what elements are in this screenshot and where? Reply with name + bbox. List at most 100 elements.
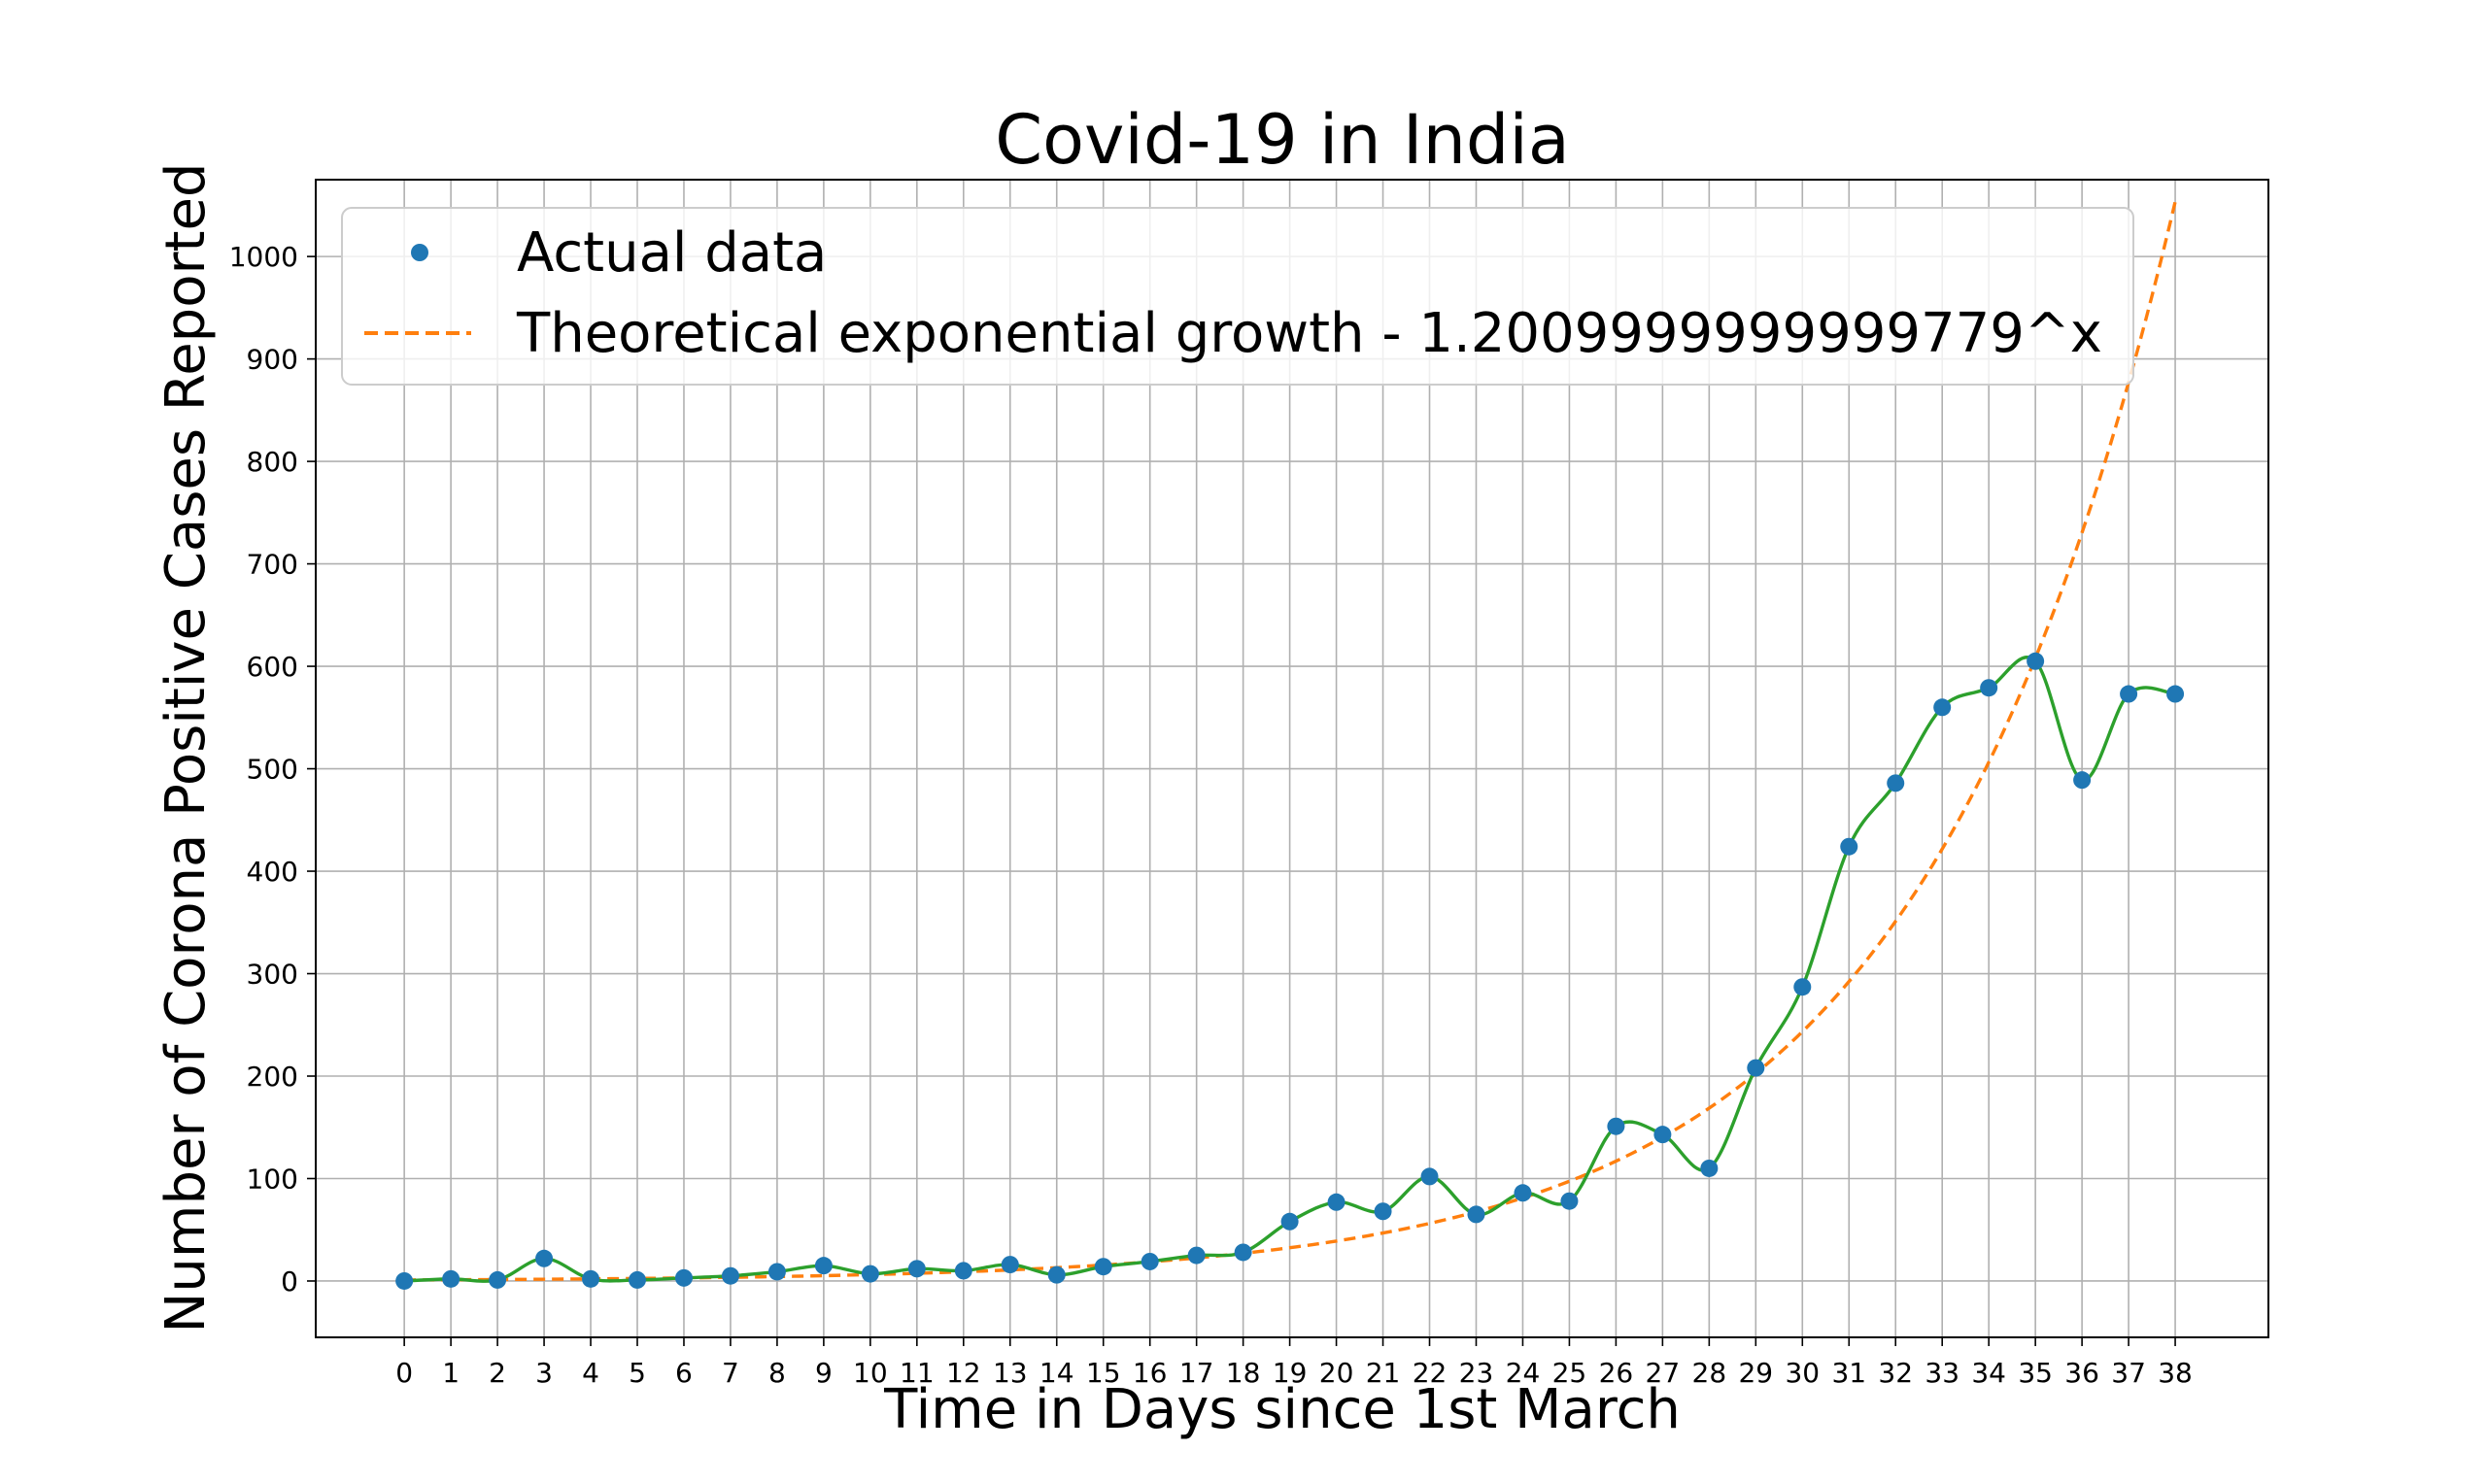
y-tick-label: 500: [247, 754, 298, 786]
data-point: [1840, 837, 1858, 856]
x-tick-label: 3: [535, 1357, 553, 1389]
data-point: [1747, 1059, 1765, 1077]
data-point: [1047, 1265, 1066, 1284]
x-tick-label: 12: [946, 1357, 981, 1389]
x-tick-label: 1: [442, 1357, 460, 1389]
legend-box: [341, 207, 2134, 386]
x-tick-label: 6: [675, 1357, 693, 1389]
data-point: [1280, 1212, 1299, 1231]
x-tick-label: 24: [1506, 1357, 1541, 1389]
y-tick-label: 300: [247, 959, 298, 991]
x-tick-label: 36: [2064, 1357, 2099, 1389]
data-point: [1607, 1117, 1625, 1135]
data-point: [535, 1249, 554, 1267]
y-tick-label: 100: [247, 1163, 298, 1195]
data-point: [861, 1265, 879, 1283]
y-tick-label: 400: [247, 856, 298, 888]
data-point: [2120, 685, 2138, 703]
data-point: [395, 1271, 414, 1290]
exponential-growth-line: [404, 201, 2177, 1282]
legend-label-theoretical: Theoretical exponential growth - 1.20099…: [516, 302, 2102, 365]
x-tick-label: 20: [1319, 1357, 1354, 1389]
x-tick-label: 27: [1646, 1357, 1681, 1389]
x-tick-label: 32: [1878, 1357, 1913, 1389]
data-point: [629, 1270, 646, 1289]
data-point: [442, 1269, 460, 1288]
data-point: [1980, 679, 1998, 697]
x-tick-label: 21: [1366, 1357, 1401, 1389]
x-tick-label: 2: [489, 1357, 506, 1389]
legend: Actual data Theoretical exponential grow…: [341, 207, 2134, 386]
data-point: [489, 1270, 507, 1289]
x-tick-label: 28: [1692, 1357, 1727, 1389]
x-tick-label: 11: [900, 1357, 935, 1389]
x-tick-label: 31: [1831, 1357, 1866, 1389]
x-ticks: 0 1 2 3 4 5 6 7 8 9 10 11 12 13 14 15 16 17 18 19 20 21 22 23 24…: [395, 1337, 2193, 1389]
data-point: [2166, 685, 2185, 703]
y-tick-label: 700: [247, 549, 298, 581]
x-tick-label: 25: [1552, 1357, 1587, 1389]
data-point: [2027, 652, 2045, 670]
data-point: [1793, 978, 1812, 996]
x-tick-label: 22: [1413, 1357, 1448, 1389]
x-tick-label: 33: [1925, 1357, 1959, 1389]
legend-marker-actual: [411, 244, 428, 261]
x-tick-label: 34: [1971, 1357, 2006, 1389]
data-point: [954, 1262, 972, 1280]
x-tick-label: 10: [853, 1357, 888, 1389]
data-point: [1560, 1192, 1579, 1210]
x-tick-label: 0: [395, 1357, 413, 1389]
x-axis-label: Time in Days since 1st March: [883, 1378, 1681, 1441]
x-tick-label: 38: [2158, 1357, 2193, 1389]
data-point: [1327, 1193, 1346, 1211]
data-point: [1887, 774, 1905, 793]
data-point: [1094, 1258, 1112, 1276]
plot-frame: [315, 179, 2269, 1338]
y-tick-label: 0: [281, 1265, 298, 1298]
data-point: [1001, 1256, 1019, 1274]
x-tick-label: 7: [722, 1357, 739, 1389]
data-point: [674, 1268, 693, 1287]
data-point: [582, 1269, 600, 1288]
data-point: [1187, 1246, 1206, 1265]
y-tick-label: 900: [247, 344, 298, 376]
x-tick-label: 29: [1738, 1357, 1773, 1389]
x-tick-label: 18: [1226, 1357, 1261, 1389]
data-point: [1374, 1202, 1392, 1221]
x-tick-label: 5: [629, 1357, 646, 1389]
x-tick-label: 15: [1086, 1357, 1121, 1389]
data-point: [1653, 1126, 1672, 1144]
y-tick-label: 800: [247, 446, 298, 478]
x-tick-label: 4: [582, 1357, 599, 1389]
data-point: [721, 1266, 739, 1285]
x-tick-label: 14: [1039, 1357, 1074, 1389]
x-tick-label: 17: [1179, 1357, 1214, 1389]
y-tick-label: 600: [247, 651, 298, 683]
data-point: [1420, 1167, 1439, 1186]
data-point: [1933, 698, 1952, 717]
x-tick-label: 16: [1133, 1357, 1168, 1389]
y-axis-label: Number of Corona Positive Cases Reported: [154, 163, 218, 1333]
data-point: [814, 1257, 833, 1275]
data-point: [2073, 771, 2092, 790]
data-point: [1234, 1243, 1252, 1262]
x-tick-label: 26: [1599, 1357, 1634, 1389]
x-tick-label: 8: [768, 1357, 786, 1389]
data-point: [1467, 1205, 1485, 1224]
y-tick-label: 1000: [229, 241, 298, 273]
data-point: [1141, 1252, 1159, 1270]
x-tick-label: 30: [1785, 1357, 1820, 1389]
x-tick-label: 19: [1273, 1357, 1308, 1389]
data-point: [767, 1263, 786, 1281]
x-tick-label: 23: [1459, 1357, 1494, 1389]
x-tick-label: 37: [2111, 1357, 2146, 1389]
x-tick-label: 9: [815, 1357, 833, 1389]
legend-label-actual: Actual data: [517, 221, 827, 285]
data-point: [1514, 1184, 1532, 1202]
chart-title: Covid-19 in India: [995, 100, 1569, 180]
y-tick-label: 200: [247, 1061, 298, 1093]
x-tick-label: 35: [2018, 1357, 2053, 1389]
x-tick-label: 13: [993, 1357, 1028, 1389]
y-ticks: 0 100 200 300 400 500 600 700 800 900 1000: [229, 241, 316, 1298]
